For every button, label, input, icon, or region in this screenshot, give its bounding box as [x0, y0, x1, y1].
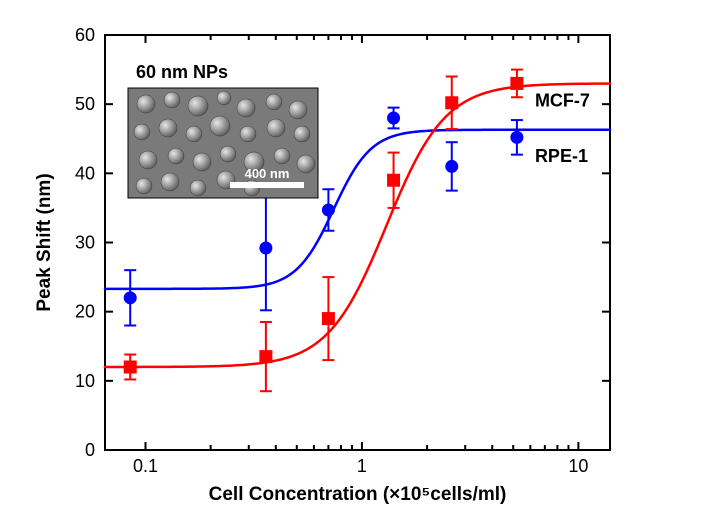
nanoparticle-icon [193, 153, 211, 171]
series-label-MCF-7: MCF-7 [535, 91, 590, 111]
nanoparticle-icon [134, 124, 150, 140]
inset-sem-image: 400 nm [128, 88, 318, 198]
y-tick-label: 50 [75, 94, 95, 114]
y-tick-label: 20 [75, 302, 95, 322]
nanoparticle-icon [274, 148, 290, 164]
marker-MCF-7 [446, 97, 458, 109]
nanoparticle-icon [190, 180, 206, 196]
nanoparticle-icon [164, 92, 180, 108]
nanoparticle-icon [210, 116, 230, 136]
chart-container: 0 10 20 30 40 50 60 0.1 1 10 Peak Shift (nm) Cell C… [0, 0, 708, 532]
marker-RPE-1 [124, 292, 136, 304]
chart-svg: 0 10 20 30 40 50 60 0.1 1 10 Peak Shift (nm) Cell C… [0, 0, 708, 532]
inset-scalebar-label: 400 nm [245, 166, 290, 181]
nanoparticle-icon [220, 146, 236, 162]
inset-title: 60 nm NPs [136, 62, 228, 82]
y-tick-label: 40 [75, 163, 95, 183]
marker-MCF-7 [388, 174, 400, 186]
nanoparticle-icon [139, 151, 157, 169]
series-label-RPE-1: RPE-1 [535, 146, 588, 166]
nanoparticle-icon [240, 126, 256, 142]
nanoparticle-icon [266, 94, 282, 110]
nanoparticle-icon [137, 95, 155, 113]
marker-RPE-1 [388, 112, 400, 124]
x-axis-label: Cell Concentration (×10⁵cells/ml) [209, 484, 507, 505]
y-tick-label: 0 [85, 440, 95, 460]
marker-RPE-1 [511, 131, 523, 143]
marker-RPE-1 [322, 204, 334, 216]
marker-MCF-7 [124, 361, 136, 373]
nanoparticle-icon [294, 126, 310, 142]
marker-MCF-7 [260, 351, 272, 363]
inset-scalebar [230, 182, 304, 188]
nanoparticle-icon [267, 119, 285, 137]
nanoparticle-icon [161, 173, 179, 191]
nanoparticle-icon [289, 101, 307, 119]
x-tick-label: 0.1 [133, 456, 158, 476]
nanoparticle-icon [136, 178, 152, 194]
marker-MCF-7 [511, 77, 523, 89]
marker-RPE-1 [446, 160, 458, 172]
nanoparticle-icon [297, 155, 315, 173]
nanoparticle-icon [188, 96, 208, 116]
nanoparticle-icon [217, 91, 231, 105]
marker-MCF-7 [322, 313, 334, 325]
marker-RPE-1 [260, 242, 272, 254]
nanoparticle-icon [159, 119, 177, 137]
nanoparticle-icon [186, 126, 202, 142]
y-axis-label: Peak Shift (nm) [34, 173, 55, 311]
nanoparticle-icon [237, 99, 255, 117]
x-tick-label: 1 [357, 456, 367, 476]
nanoparticle-icon [168, 148, 184, 164]
x-tick-label: 10 [568, 456, 588, 476]
y-tick-label: 60 [75, 25, 95, 45]
y-tick-label: 10 [75, 371, 95, 391]
y-tick-label: 30 [75, 233, 95, 253]
